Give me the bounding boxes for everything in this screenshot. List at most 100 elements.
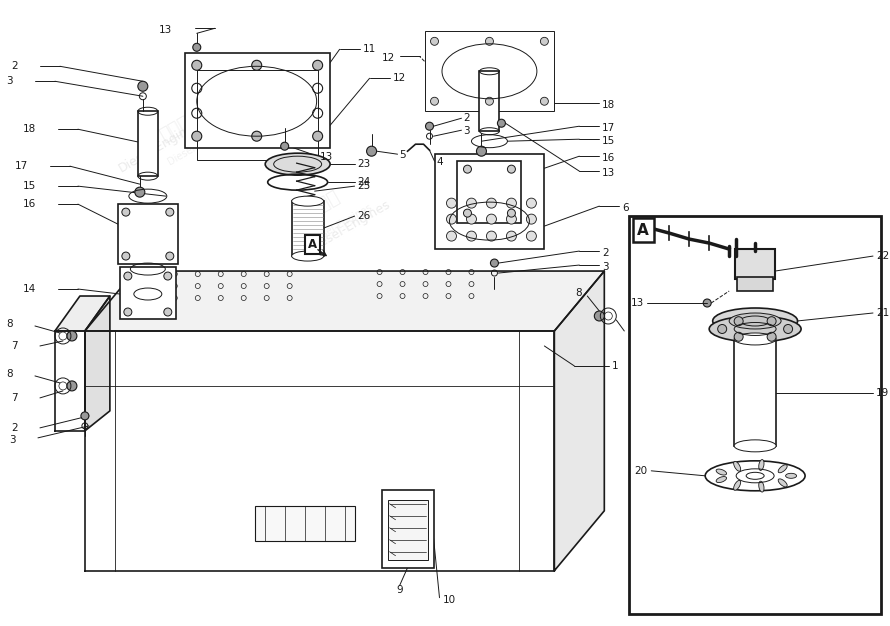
- Circle shape: [540, 38, 548, 45]
- Circle shape: [425, 122, 433, 130]
- Circle shape: [81, 412, 89, 420]
- Text: 15: 15: [23, 181, 36, 191]
- Bar: [117, 204, 178, 264]
- Text: 11: 11: [362, 44, 376, 54]
- Circle shape: [447, 231, 457, 241]
- Circle shape: [431, 38, 439, 45]
- Circle shape: [734, 317, 743, 326]
- Ellipse shape: [759, 459, 764, 470]
- Ellipse shape: [716, 476, 726, 483]
- Text: 18: 18: [603, 100, 616, 110]
- Ellipse shape: [713, 308, 797, 334]
- Text: 13: 13: [320, 152, 333, 162]
- Circle shape: [447, 198, 457, 208]
- Circle shape: [466, 231, 476, 241]
- Polygon shape: [55, 331, 85, 431]
- Bar: [425, 31, 554, 111]
- Text: 8: 8: [6, 319, 13, 329]
- Circle shape: [767, 332, 776, 341]
- Text: 3: 3: [603, 262, 609, 272]
- Text: Diesel-Engines: Diesel-Engines: [385, 441, 453, 486]
- Circle shape: [312, 131, 323, 141]
- Ellipse shape: [734, 440, 776, 452]
- Ellipse shape: [778, 464, 787, 473]
- Circle shape: [490, 259, 498, 267]
- Circle shape: [526, 231, 537, 241]
- Text: 9: 9: [396, 585, 403, 595]
- Circle shape: [485, 38, 493, 45]
- Text: 2: 2: [12, 61, 18, 71]
- Ellipse shape: [734, 333, 776, 345]
- Polygon shape: [554, 271, 604, 571]
- Bar: [197, 70, 318, 160]
- Text: 16: 16: [603, 153, 616, 163]
- Circle shape: [734, 332, 743, 341]
- Bar: [434, 154, 545, 249]
- Text: 7: 7: [12, 341, 18, 351]
- Text: 紫发动力: 紫发动力: [457, 267, 503, 305]
- Circle shape: [135, 187, 145, 197]
- Text: Diesel-Engines: Diesel-Engines: [136, 322, 204, 366]
- Text: 13: 13: [631, 298, 644, 308]
- Circle shape: [67, 381, 77, 391]
- Ellipse shape: [716, 469, 726, 475]
- Text: 22: 22: [876, 251, 889, 261]
- Text: 16: 16: [23, 199, 36, 209]
- Circle shape: [476, 146, 487, 156]
- Text: 1: 1: [612, 361, 619, 371]
- Circle shape: [164, 308, 172, 316]
- Text: 9: 9: [629, 473, 636, 483]
- Bar: [734, 339, 776, 446]
- Circle shape: [506, 231, 516, 241]
- Circle shape: [717, 324, 726, 334]
- Ellipse shape: [733, 461, 740, 471]
- Text: Diesel-Engines: Diesel-Engines: [306, 202, 374, 247]
- Bar: [647, 493, 700, 571]
- Text: Diesel-Engines: Diesel-Engines: [117, 118, 203, 175]
- Circle shape: [487, 231, 497, 241]
- Bar: [138, 111, 158, 176]
- Circle shape: [498, 119, 506, 127]
- Text: 3: 3: [6, 76, 13, 86]
- Text: 25: 25: [358, 181, 371, 191]
- Text: 13: 13: [603, 168, 616, 178]
- Text: 8: 8: [6, 369, 13, 379]
- Text: Diesel-Engines: Diesel-Engines: [457, 297, 543, 355]
- Text: 紫发动力: 紫发动力: [126, 307, 173, 344]
- Text: 紫发动力: 紫发动力: [157, 108, 203, 145]
- Ellipse shape: [265, 153, 330, 175]
- Circle shape: [767, 317, 776, 326]
- Ellipse shape: [786, 473, 797, 478]
- Circle shape: [124, 308, 132, 316]
- Text: 24: 24: [358, 177, 371, 187]
- Bar: [387, 500, 427, 560]
- Circle shape: [595, 311, 604, 321]
- Text: 14: 14: [23, 284, 36, 294]
- Text: 6: 6: [622, 203, 629, 213]
- Circle shape: [466, 198, 476, 208]
- Circle shape: [783, 324, 793, 334]
- Text: 1012647: 1012647: [765, 591, 833, 605]
- Circle shape: [464, 165, 472, 173]
- Text: Diesel-Engines: Diesel-Engines: [236, 491, 303, 536]
- Bar: [292, 201, 324, 256]
- Text: 紫发动力: 紫发动力: [296, 188, 343, 225]
- Circle shape: [312, 60, 323, 70]
- Bar: [737, 277, 773, 291]
- Circle shape: [280, 142, 288, 150]
- Text: 26: 26: [358, 211, 371, 221]
- Text: Diesel-Engines: Diesel-Engines: [306, 197, 392, 255]
- Text: 10: 10: [442, 595, 456, 605]
- Circle shape: [487, 198, 497, 208]
- Text: 10: 10: [708, 561, 720, 571]
- Text: Diesel-Engines: Diesel-Engines: [406, 447, 493, 505]
- Circle shape: [124, 272, 132, 280]
- Bar: [480, 71, 499, 131]
- Text: 12: 12: [383, 53, 395, 63]
- Circle shape: [507, 209, 515, 217]
- Circle shape: [193, 43, 201, 51]
- Bar: [653, 503, 693, 563]
- Text: 紫发动力: 紫发动力: [376, 428, 423, 464]
- Circle shape: [252, 60, 262, 70]
- Circle shape: [526, 214, 537, 224]
